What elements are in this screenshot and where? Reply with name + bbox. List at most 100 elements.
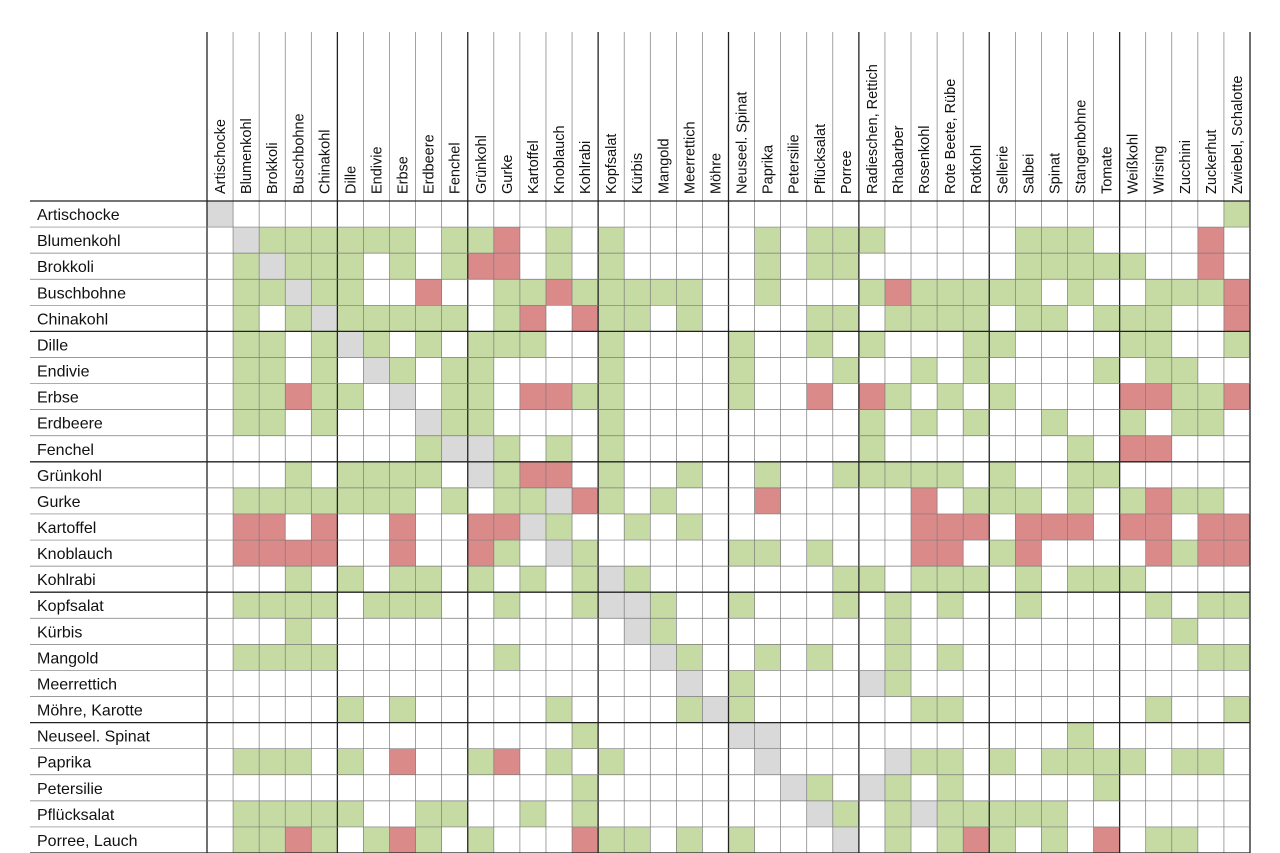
matrix-cell-good bbox=[911, 409, 938, 436]
matrix-cell-good bbox=[259, 592, 286, 619]
matrix-cell-good bbox=[545, 227, 573, 254]
column-label: Kürbis bbox=[630, 153, 646, 194]
matrix-cell-good bbox=[1223, 201, 1250, 228]
matrix-cell-good bbox=[259, 748, 286, 775]
matrix-cell-self bbox=[884, 748, 912, 775]
matrix-cell-good bbox=[415, 800, 442, 827]
matrix-cell-bad bbox=[1197, 540, 1224, 567]
matrix-cell-good bbox=[963, 331, 990, 358]
matrix-cell-good bbox=[598, 357, 625, 384]
matrix-cell-good bbox=[1093, 253, 1120, 280]
matrix-cell-bad bbox=[259, 513, 286, 541]
matrix-cell-good bbox=[1197, 644, 1224, 671]
matrix-cell-good bbox=[311, 227, 338, 254]
matrix-cell-good bbox=[676, 513, 703, 541]
matrix-cell-good bbox=[1145, 592, 1172, 619]
matrix-cell-good bbox=[1119, 253, 1146, 280]
matrix-cell-good bbox=[624, 513, 651, 541]
matrix-cell-good bbox=[441, 227, 468, 254]
matrix-cell-good bbox=[467, 227, 494, 254]
matrix-cell-good bbox=[311, 800, 338, 827]
matrix-cell-good bbox=[363, 331, 390, 358]
matrix-cell-good bbox=[1093, 748, 1120, 775]
matrix-cell-good bbox=[467, 826, 494, 853]
matrix-cell-good bbox=[233, 357, 260, 384]
matrix-cell-bad bbox=[1041, 513, 1068, 541]
matrix-cell-good bbox=[937, 592, 964, 619]
matrix-cell-bad bbox=[963, 826, 990, 853]
matrix-cell-good bbox=[884, 800, 912, 827]
matrix-cell-bad bbox=[937, 540, 964, 567]
matrix-cell-good bbox=[624, 826, 651, 853]
column-label: Spinat bbox=[1047, 153, 1063, 194]
matrix-cell-good bbox=[1067, 461, 1094, 488]
row-label: Grünkohl bbox=[37, 468, 102, 485]
matrix-cell-self bbox=[337, 331, 364, 358]
matrix-cell-good bbox=[285, 644, 312, 671]
matrix-cell-good bbox=[259, 227, 286, 254]
matrix-cell-bad bbox=[285, 383, 312, 410]
matrix-cell-good bbox=[989, 826, 1016, 853]
matrix-cell-good bbox=[963, 279, 990, 306]
matrix-cell-bad bbox=[389, 540, 416, 567]
matrix-cell-self bbox=[233, 227, 260, 254]
matrix-cell-bad bbox=[1223, 305, 1250, 332]
row-label: Artischocke bbox=[37, 207, 120, 224]
column-label: Dille bbox=[343, 166, 359, 194]
matrix-cell-good bbox=[937, 800, 964, 827]
matrix-cell-good bbox=[884, 383, 912, 410]
matrix-cell-good bbox=[832, 566, 859, 593]
column-label: Rotkohl bbox=[969, 145, 985, 194]
matrix-cell-good bbox=[572, 279, 599, 306]
matrix-cell-good bbox=[728, 331, 755, 358]
matrix-cell-bad bbox=[233, 513, 260, 541]
matrix-cell-good bbox=[1015, 227, 1042, 254]
column-label: Zwiebel, Schalotte bbox=[1230, 76, 1246, 194]
matrix-cell-good bbox=[1223, 696, 1250, 723]
row-label: Porree, Lauch bbox=[37, 833, 138, 850]
matrix-cell-good bbox=[285, 618, 312, 645]
matrix-cell-good bbox=[285, 800, 312, 827]
matrix-cell-bad bbox=[389, 826, 416, 853]
matrix-cell-good bbox=[728, 592, 755, 619]
column-label: Buschbohne bbox=[291, 113, 307, 194]
matrix-cell-good bbox=[989, 540, 1016, 567]
matrix-cell-good bbox=[728, 540, 755, 567]
matrix-cell-good bbox=[937, 696, 964, 723]
matrix-cell-good bbox=[858, 331, 885, 358]
row-label: Brokkoli bbox=[37, 259, 94, 276]
matrix-cell-good bbox=[650, 618, 677, 645]
matrix-cell-good bbox=[1041, 305, 1068, 332]
matrix-cell-good bbox=[311, 487, 338, 514]
matrix-cell-good bbox=[806, 774, 833, 801]
matrix-cell-good bbox=[963, 409, 990, 436]
matrix-cell-self bbox=[598, 566, 625, 593]
matrix-cell-good bbox=[728, 383, 755, 410]
column-label: Erdbeere bbox=[422, 134, 438, 194]
matrix-cell-good bbox=[233, 383, 260, 410]
row-label: Kartoffel bbox=[37, 520, 96, 537]
matrix-cell-good bbox=[624, 305, 651, 332]
matrix-cell-bad bbox=[285, 540, 312, 567]
matrix-cell-good bbox=[754, 540, 781, 567]
matrix-cell-good bbox=[467, 409, 494, 436]
matrix-cell-good bbox=[963, 566, 990, 593]
matrix-cell-bad bbox=[493, 227, 520, 254]
matrix-cell-good bbox=[545, 513, 573, 541]
matrix-cell-good bbox=[832, 253, 859, 280]
matrix-cell-good bbox=[233, 644, 260, 671]
matrix-cell-bad bbox=[911, 513, 938, 541]
matrix-cell-good bbox=[415, 592, 442, 619]
column-label: Radieschen, Rettich bbox=[865, 64, 881, 194]
matrix-cell-good bbox=[1197, 487, 1224, 514]
row-label: Mangold bbox=[37, 650, 98, 667]
matrix-cell-good bbox=[1093, 566, 1120, 593]
row-label: Paprika bbox=[37, 755, 91, 772]
matrix-cell-bad bbox=[937, 513, 964, 541]
matrix-cell-good bbox=[624, 566, 651, 593]
matrix-cell-good bbox=[233, 800, 260, 827]
matrix-cell-good bbox=[1041, 409, 1068, 436]
matrix-cell-good bbox=[233, 592, 260, 619]
column-label: Kopfsalat bbox=[604, 134, 620, 194]
matrix-cell-good bbox=[389, 305, 416, 332]
